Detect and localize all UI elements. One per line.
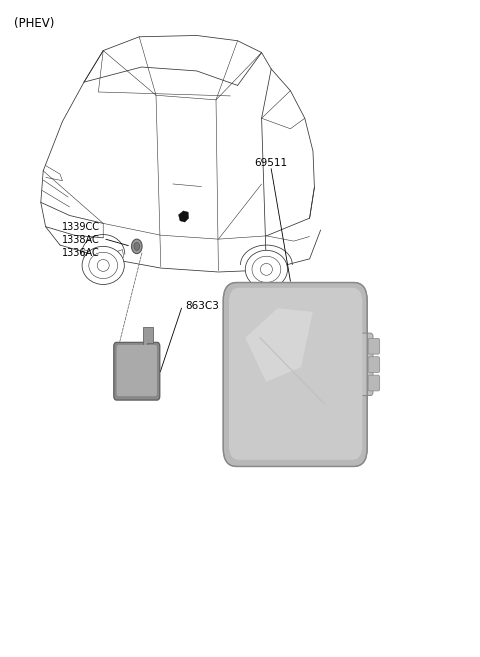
- Ellipse shape: [82, 246, 124, 284]
- FancyBboxPatch shape: [223, 283, 367, 466]
- FancyBboxPatch shape: [368, 357, 380, 373]
- FancyBboxPatch shape: [117, 345, 157, 396]
- FancyBboxPatch shape: [368, 375, 380, 391]
- Text: (PHEV): (PHEV): [14, 17, 55, 30]
- Polygon shape: [143, 327, 153, 346]
- Polygon shape: [245, 308, 313, 382]
- Ellipse shape: [132, 239, 142, 254]
- Ellipse shape: [245, 250, 288, 288]
- Ellipse shape: [97, 260, 109, 271]
- Text: 1339CC
1338AC
1336AC: 1339CC 1338AC 1336AC: [62, 221, 100, 258]
- Text: 69511: 69511: [254, 158, 288, 168]
- Ellipse shape: [252, 256, 281, 283]
- Ellipse shape: [261, 263, 273, 275]
- FancyBboxPatch shape: [368, 338, 380, 354]
- Ellipse shape: [134, 242, 140, 250]
- FancyBboxPatch shape: [354, 333, 373, 396]
- FancyBboxPatch shape: [114, 342, 160, 400]
- Ellipse shape: [89, 252, 118, 279]
- Text: 863C3: 863C3: [185, 300, 219, 311]
- FancyBboxPatch shape: [229, 288, 362, 460]
- Polygon shape: [179, 211, 189, 222]
